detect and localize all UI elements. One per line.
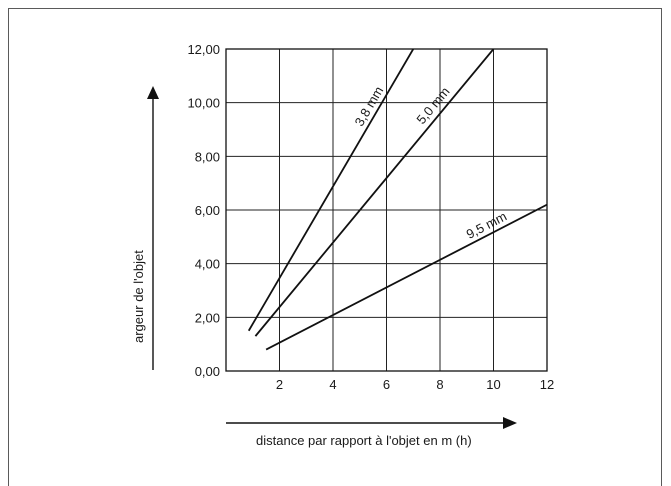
y-tick-label: 8,00 [195,149,220,164]
plot-border [225,48,548,372]
series-label: 3,8 mm [351,84,386,129]
figure-frame [8,8,662,486]
y-tick-label: 2,00 [195,310,220,325]
y-tick-label: 10,00 [187,96,220,111]
series-lines [247,49,547,351]
x-axis-arrowhead [503,417,517,429]
series-line [254,49,495,337]
x-tick-label: 10 [486,377,500,392]
x-tick-label: 6 [383,377,390,392]
x-tick-label: 2 [276,377,283,392]
series-labels: 3,8 mm 5,0 mm9,5 mm [351,84,509,242]
x-axis-label: distance par rapport à l'objet en m (h) [256,433,472,448]
y-tick-label: 4,00 [195,257,220,272]
y-tick-label: 6,00 [195,203,220,218]
series-line [247,49,415,332]
x-tick-label: 4 [329,377,336,392]
x-tick-label: 12 [540,377,554,392]
y-tick-label: 12,00 [187,42,220,57]
y-axis-label: argeur de l'objet [131,250,146,343]
y-axis-arrowhead [147,86,159,99]
grid [225,48,548,372]
tick-labels: 0,00 2,00 4,00 6,00 8,00 10,00 12,00 2 4 6 8 10 12 [187,42,554,392]
series-line [265,203,547,351]
x-tick-label: 8 [436,377,443,392]
y-tick-label: 0,00 [195,364,220,379]
